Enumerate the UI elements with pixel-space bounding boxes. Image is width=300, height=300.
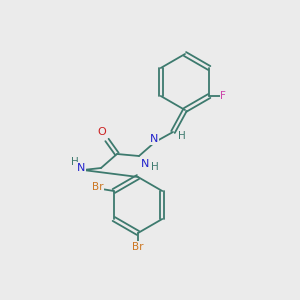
Text: F: F xyxy=(220,91,226,101)
Text: Br: Br xyxy=(92,182,103,192)
Text: N: N xyxy=(77,163,85,173)
Text: H: H xyxy=(71,157,79,167)
Text: N: N xyxy=(141,159,149,169)
Text: N: N xyxy=(150,134,158,144)
Text: O: O xyxy=(98,127,106,137)
Text: H: H xyxy=(178,131,186,141)
Text: Br: Br xyxy=(132,242,144,252)
Text: H: H xyxy=(151,162,159,172)
